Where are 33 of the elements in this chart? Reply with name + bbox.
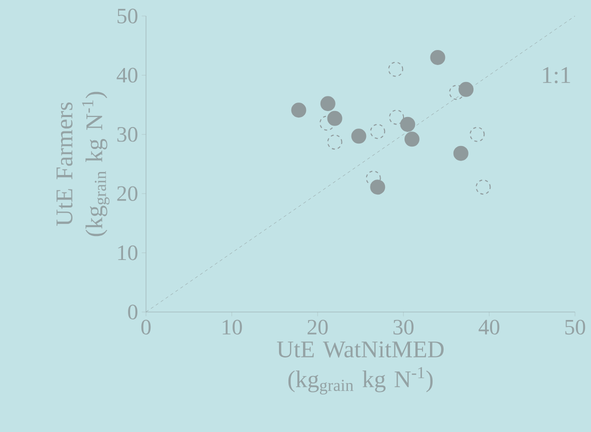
x-tick-label: 30 (393, 320, 414, 335)
x-tick-label: 10 (222, 320, 242, 335)
x-tick-label: 0 (141, 320, 151, 335)
point (449, 84, 464, 100)
point (320, 116, 335, 131)
point (470, 126, 485, 142)
point (320, 96, 336, 112)
y-tick-label: 40 (116, 68, 138, 83)
x-tick-label: 20 (308, 320, 328, 335)
point (370, 180, 386, 195)
annotation: 1:1 (543, 67, 570, 84)
y-tick-label: 20 (117, 186, 138, 201)
point (366, 170, 381, 186)
y-tick-label: 30 (117, 127, 138, 142)
point (476, 180, 491, 195)
point (404, 132, 420, 147)
point (388, 62, 404, 77)
point (327, 110, 342, 126)
point (430, 50, 446, 65)
point (327, 134, 342, 150)
point (370, 124, 386, 139)
point (453, 146, 468, 161)
point (400, 116, 416, 132)
x-tick-label: 40 (478, 320, 500, 335)
x-tick-label: 50 (565, 320, 586, 335)
y-tick-label: 50 (118, 8, 138, 24)
y-tick-label: 0 (128, 304, 138, 320)
point (458, 82, 474, 97)
point (351, 128, 366, 144)
point (389, 110, 404, 125)
y-tick-label: 10 (118, 245, 138, 260)
point (291, 102, 306, 118)
x-axis-title: UtE WatNitMED (kg$_{grain}$ kg N$^{-1}$) (276, 341, 444, 394)
